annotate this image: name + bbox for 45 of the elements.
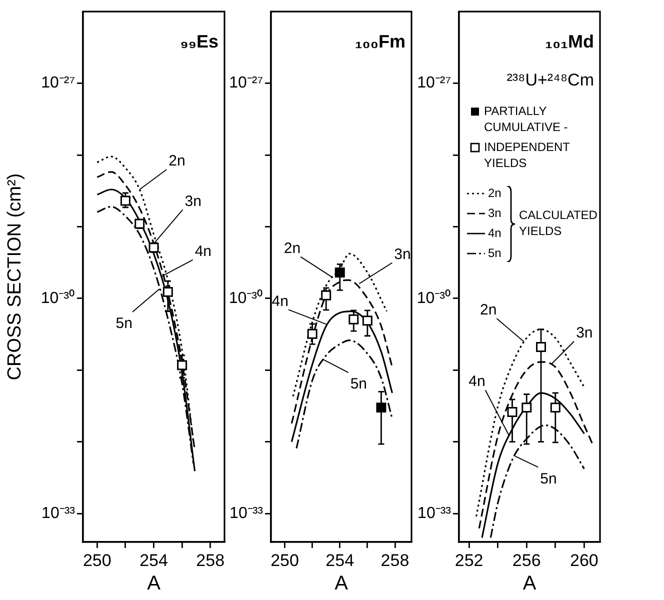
text: ₁₀₀Fm: [354, 32, 406, 52]
x-tick-label: 258: [380, 550, 410, 570]
text: ₉₉Es: [180, 32, 218, 52]
x-axis-title: A: [334, 572, 349, 595]
x-tick-label: 254: [140, 550, 168, 570]
annotation: 5n: [350, 376, 368, 393]
text: ²³⁸U+²⁴⁸Cm: [506, 70, 594, 90]
legend-label: PARTIALLY CUMULATIVE -: [484, 104, 568, 134]
x-tick-label: 258: [196, 550, 225, 570]
y-tick-label: 10⁻²⁷: [41, 74, 76, 92]
annotation: CALCULATED YIELDS: [519, 208, 598, 238]
x-tick-label: 254: [326, 550, 354, 570]
annotation: 4n: [272, 292, 288, 310]
x-tick-label: 250: [82, 550, 112, 570]
annotation: 5n: [116, 315, 132, 332]
annotation: 3n: [184, 192, 202, 210]
y-tick-label: 10⁻³⁰: [228, 288, 263, 307]
x-tick-label: 250: [270, 550, 299, 570]
y-axis-title: CROSS SECTION (cm²): [4, 173, 26, 380]
legend-label: 4n: [488, 226, 502, 240]
annotation: 2n: [284, 240, 301, 257]
y-tick-label: 10⁻³⁰: [416, 288, 451, 307]
y-tick-label: 10⁻³³: [418, 504, 452, 522]
annotation: 2n: [168, 152, 186, 170]
legend-label: 2n: [488, 186, 502, 200]
legend-label: 3n: [488, 206, 502, 220]
legend-label: 5n: [488, 246, 502, 260]
x-axis-title: A: [522, 572, 537, 595]
annotation: 3n: [394, 246, 411, 263]
x-tick-label: 260: [570, 550, 598, 570]
annotation: 2n: [480, 302, 497, 319]
y-tick-label: 10⁻³³: [42, 504, 76, 522]
x-tick-label: 252: [454, 550, 484, 570]
y-tick-label: 10⁻²⁷: [229, 74, 264, 92]
y-tick-label: 10⁻²⁷: [417, 74, 452, 92]
legend-label: INDEPENDENT YIELDS: [484, 140, 571, 170]
annotation: 5n: [540, 470, 557, 488]
text: ₁₀₁Md: [545, 32, 594, 52]
y-tick-label: 10⁻³⁰: [40, 288, 75, 307]
x-axis-title: A: [147, 572, 162, 595]
annotation: 3n: [576, 324, 593, 342]
x-tick-label: 256: [512, 550, 541, 570]
annotation: 4n: [194, 242, 212, 260]
y-tick-label: 10⁻³³: [230, 504, 264, 522]
annotation: 4n: [468, 373, 486, 390]
